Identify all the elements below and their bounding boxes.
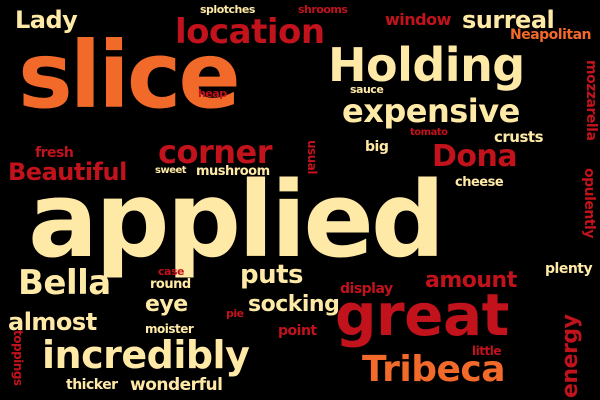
word-shrooms: shrooms (298, 3, 348, 16)
word-mushroom: mushroom (196, 164, 270, 179)
word-amount: amount (425, 268, 517, 293)
word-incredibly: incredibly (42, 333, 250, 377)
word-display: display (340, 281, 393, 297)
word-holding: Holding (328, 38, 525, 92)
word-beautiful: Beautiful (8, 158, 127, 186)
word-point: point (278, 323, 317, 339)
word-great: great (335, 281, 509, 349)
word-slice: slice (18, 22, 241, 129)
word-lady: Lady (15, 6, 78, 34)
word-splotches: splotches (200, 3, 255, 16)
word-energy: energy (558, 314, 583, 398)
word-tomato: tomato (410, 127, 448, 138)
word-bella: Bella (18, 263, 111, 303)
word-mozzarella: mozzarella (583, 60, 599, 141)
word-corner: corner (158, 133, 273, 171)
word-toppings: toppings (11, 330, 25, 386)
word-location: location (175, 12, 325, 52)
word-window: window (385, 10, 451, 29)
word-plenty: plenty (545, 261, 593, 277)
word-fresh: fresh (35, 145, 74, 161)
word-heap: heap (198, 87, 227, 100)
word-thicker: thicker (66, 377, 118, 393)
word-pie: pie (226, 307, 244, 320)
word-dona: Dona (432, 139, 518, 174)
word-sauce: sauce (350, 83, 384, 96)
word-big: big (365, 139, 389, 155)
word-puts: puts (240, 260, 304, 290)
word-almost: almost (8, 308, 97, 336)
word-wonderful: wonderful (130, 375, 223, 395)
word-neapolitan: Neapolitan (510, 27, 592, 43)
word-little: little (472, 344, 501, 358)
word-tribeca: Tribeca (362, 349, 506, 390)
word-applied: applied (28, 159, 445, 281)
word-round: round (150, 277, 191, 292)
word-crusts: crusts (494, 128, 544, 146)
word-moister: moister (145, 322, 194, 336)
word-surreal: surreal (462, 6, 555, 34)
word-eye: eye (145, 292, 188, 317)
word-socking: socking (248, 292, 340, 317)
word-sweet: sweet (155, 165, 187, 176)
word-cheese: cheese (455, 175, 504, 190)
word-case: case (158, 265, 184, 278)
word-opulently: opulently (581, 168, 597, 238)
word-expensive: expensive (342, 92, 520, 130)
